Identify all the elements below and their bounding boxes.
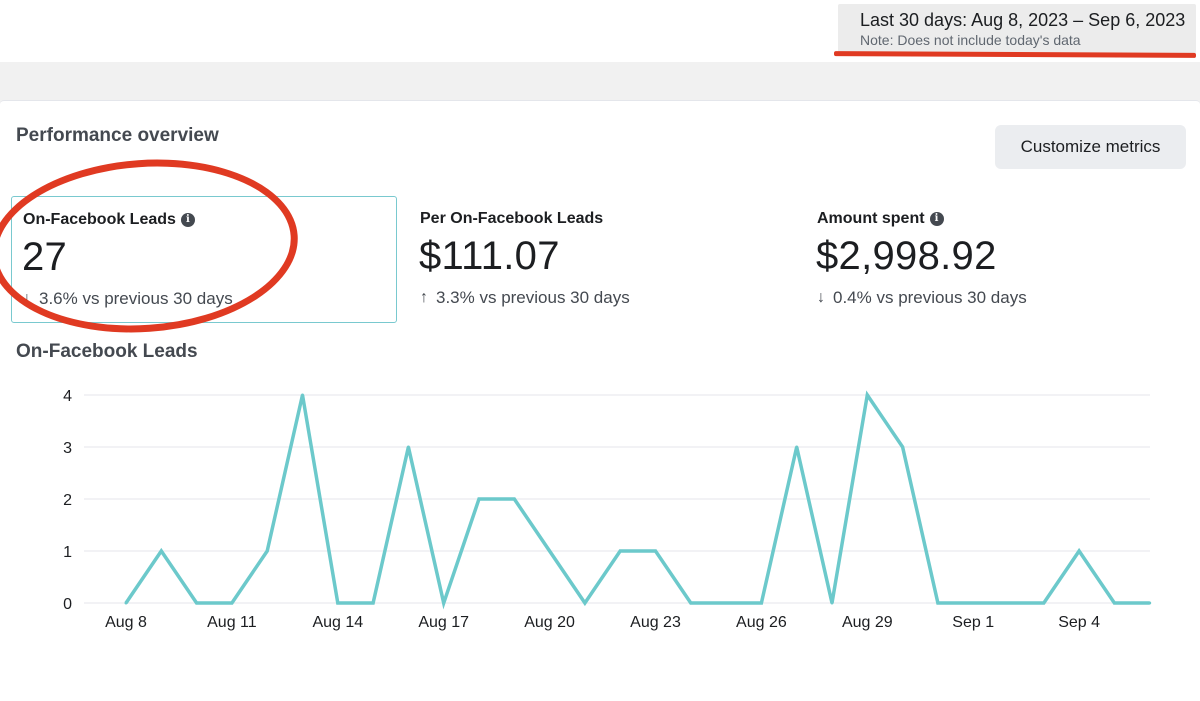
metric-card-amount-spent[interactable]: Amount spent i $2,998.92 ↓ 0.4% vs previ… (806, 196, 1192, 323)
x-tick-label: Aug 20 (524, 614, 575, 631)
x-tick-label: Sep 4 (1058, 614, 1100, 631)
x-tick-label: Aug 23 (630, 614, 681, 631)
y-tick-label: 1 (63, 544, 72, 561)
metric-label-text: On-Facebook Leads (23, 211, 176, 228)
data-point (654, 549, 657, 553)
data-point (265, 549, 269, 553)
data-point (795, 445, 799, 449)
metric-label: Per On-Facebook Leads (420, 210, 603, 228)
arrow-up-icon: ↑ (420, 289, 428, 306)
data-point (936, 601, 940, 605)
data-point (230, 601, 234, 605)
on-facebook-leads-line-chart[interactable]: 0 1 2 3 4 Aug 8 Aug 11 Aug 14 Aug 17 Aug 20 Aug 23… (0, 371, 1200, 701)
x-tick-label: Aug 8 (105, 614, 147, 631)
metric-label-text: Amount spent (817, 210, 925, 227)
red-underline-annotation (833, 51, 1197, 58)
metric-change-text: 0.4% vs previous 30 days (833, 288, 1027, 307)
y-tick-label: 4 (63, 388, 72, 405)
data-point (1007, 601, 1010, 605)
data-point (618, 549, 622, 553)
data-point (548, 549, 552, 553)
performance-overview-card: Performance overview Customize metrics O… (0, 100, 1200, 701)
data-point (724, 601, 728, 605)
metric-card-per-on-facebook-leads[interactable]: Per On-Facebook Leads $111.07 ↑ 3.3% vs … (409, 196, 795, 323)
date-range-selector[interactable]: Last 30 days: Aug 8, 2023 – Sep 6, 2023 … (838, 4, 1196, 54)
date-range-label: Last 30 days: Aug 8, 2023 – Sep 6, 2023 (860, 10, 1186, 30)
x-tick-label: Aug 14 (312, 614, 363, 631)
x-tick-label: Aug 17 (418, 614, 469, 631)
arrow-down-icon: ↓ (817, 289, 825, 306)
metric-change: ↓ 3.6% vs previous 30 days (23, 289, 233, 309)
info-icon[interactable]: i (180, 213, 195, 227)
metric-value: $2,998.92 (816, 234, 997, 278)
customize-metrics-button[interactable]: Customize metrics (995, 125, 1186, 169)
data-point (301, 393, 304, 397)
data-point (689, 601, 693, 605)
data-point (442, 601, 446, 605)
data-point (830, 601, 834, 605)
data-point (336, 601, 340, 605)
data-point (477, 497, 481, 501)
data-point (159, 549, 163, 553)
metric-label: Amount spent i (817, 210, 944, 228)
chart-title: On-Facebook Leads (16, 341, 198, 362)
y-tick-label: 2 (63, 492, 72, 509)
metric-value: 27 (22, 235, 68, 279)
metric-label: On-Facebook Leads i (23, 211, 195, 229)
metric-value: $111.07 (419, 234, 560, 278)
arrow-down-icon: ↓ (23, 290, 31, 307)
info-icon[interactable]: i (929, 212, 944, 226)
data-point (371, 601, 375, 605)
data-point (1077, 549, 1081, 553)
x-tick-label: Sep 1 (952, 614, 994, 631)
data-point (124, 601, 128, 605)
metric-change-text: 3.3% vs previous 30 days (436, 288, 630, 307)
y-tick-label: 0 (63, 596, 72, 613)
x-tick-label: Aug 29 (842, 614, 893, 631)
data-point (901, 445, 905, 449)
data-point (512, 497, 516, 501)
data-point (1112, 601, 1116, 605)
metric-label-text: Per On-Facebook Leads (420, 210, 604, 227)
data-point (583, 601, 587, 605)
top-bar: Last 30 days: Aug 8, 2023 – Sep 6, 2023 … (0, 0, 1200, 62)
y-tick-label: 3 (63, 440, 72, 457)
data-point (195, 601, 199, 605)
metric-change: ↓ 0.4% vs previous 30 days (817, 288, 1027, 308)
data-point (406, 445, 410, 449)
data-point (1042, 601, 1046, 605)
series-line (124, 390, 1150, 610)
date-range-note: Note: Does not include today's data (860, 32, 1081, 48)
x-tick-label: Aug 26 (736, 614, 787, 631)
metric-card-on-facebook-leads[interactable]: On-Facebook Leads i 27 ↓ 3.6% vs previou… (11, 196, 397, 323)
data-point (865, 393, 869, 397)
metric-change: ↑ 3.3% vs previous 30 days (420, 288, 630, 308)
performance-overview-title: Performance overview (16, 125, 219, 146)
data-point (971, 601, 975, 605)
data-point (759, 601, 763, 605)
data-point (1148, 601, 1152, 605)
metric-change-text: 3.6% vs previous 30 days (39, 289, 233, 308)
x-tick-label: Aug 11 (207, 614, 257, 631)
